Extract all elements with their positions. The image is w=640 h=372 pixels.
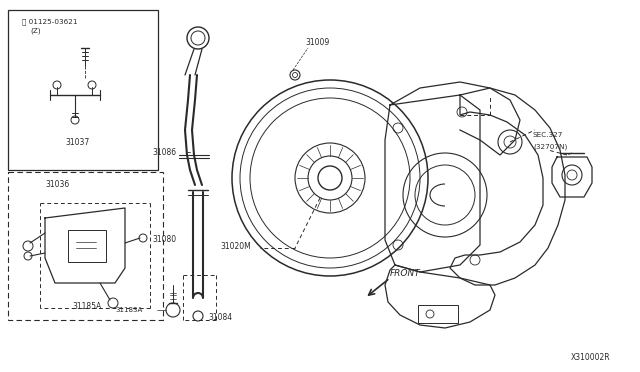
Text: 31086: 31086: [152, 148, 176, 157]
Text: (Z): (Z): [30, 27, 40, 33]
Text: 31080: 31080: [152, 235, 176, 244]
Bar: [8, 172, 163, 320]
Bar: [68, 230, 106, 262]
Text: 31037: 31037: [65, 138, 89, 147]
Text: X310002R: X310002R: [570, 353, 610, 362]
Text: 31185A: 31185A: [72, 302, 101, 311]
Text: (32707N): (32707N): [533, 143, 567, 150]
Text: 31020M: 31020M: [220, 242, 251, 251]
Bar: [8, 10, 158, 170]
Text: FRONT: FRONT: [390, 269, 420, 278]
Text: SEC.327: SEC.327: [533, 132, 563, 138]
Text: 31036: 31036: [45, 180, 69, 189]
Text: Ⓑ 01125-03621: Ⓑ 01125-03621: [22, 18, 77, 25]
Text: 31009: 31009: [305, 38, 329, 47]
Text: 31084: 31084: [208, 312, 232, 321]
Text: 31183A: 31183A: [115, 307, 142, 313]
Bar: [418, 305, 458, 323]
